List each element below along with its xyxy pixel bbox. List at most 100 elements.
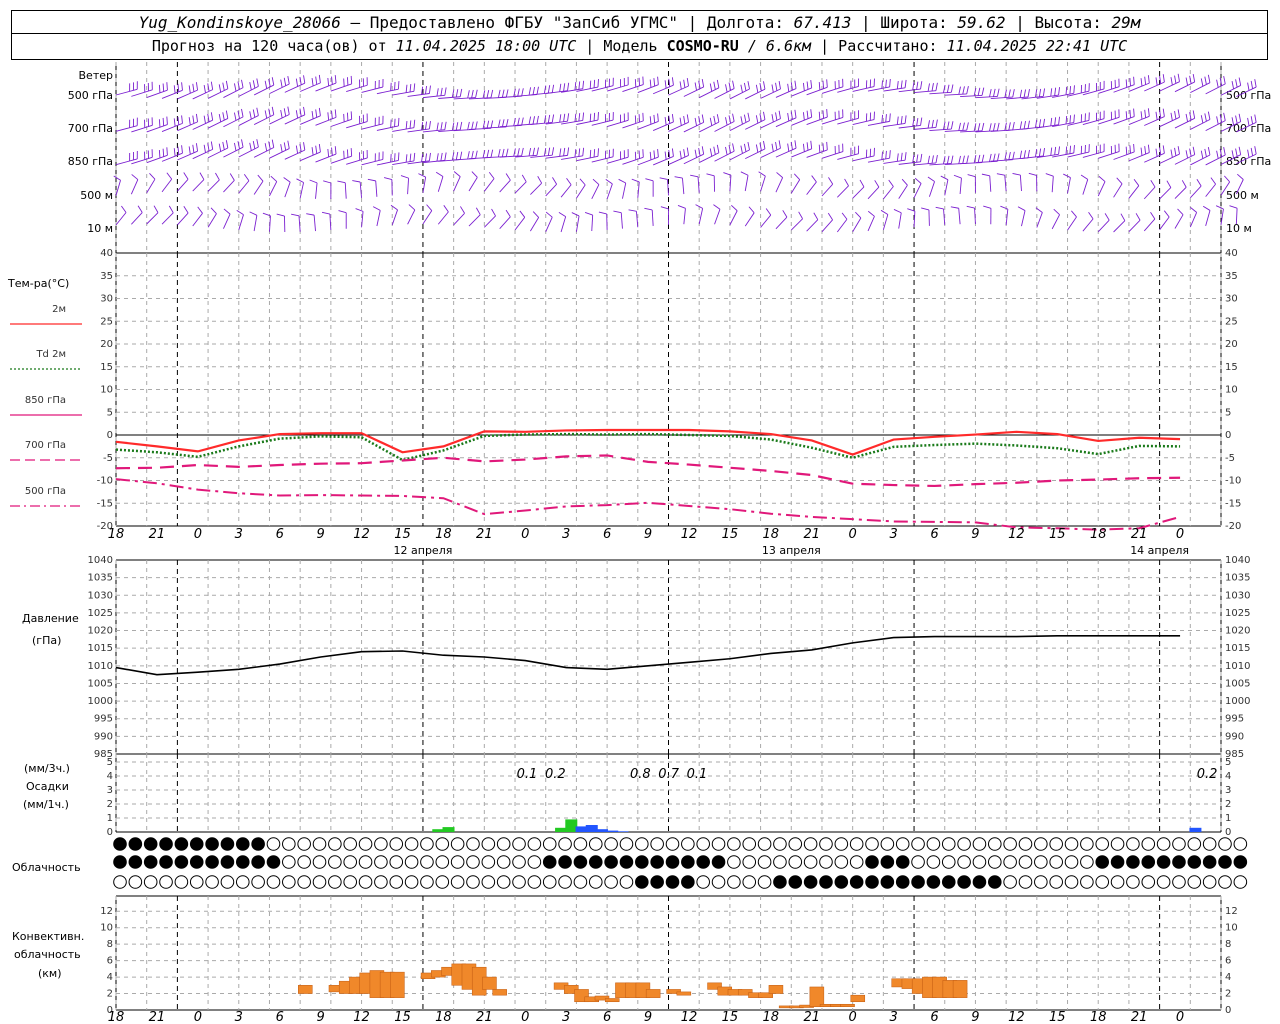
wind-barb xyxy=(1205,75,1226,95)
cloud-cover-icon xyxy=(1233,875,1248,889)
wind-barb xyxy=(837,110,860,125)
wind-barb-feather xyxy=(425,153,428,162)
wind-barb-shaft xyxy=(391,209,398,226)
wind-barb-feather xyxy=(701,78,705,88)
wind-barb-shaft xyxy=(1097,181,1106,197)
wind-barb-shaft xyxy=(238,146,259,158)
cloud-cover-icon xyxy=(542,837,557,851)
wind-barb-feather xyxy=(215,172,220,181)
wind-barb-feather xyxy=(1189,75,1192,84)
wind-barb-feather xyxy=(946,121,950,130)
wind-barb-feather xyxy=(900,152,903,161)
wind-barb xyxy=(745,140,766,160)
wind-barb-feather xyxy=(271,106,275,115)
wind-barb-shaft xyxy=(284,181,291,198)
cloud-cover-icon xyxy=(558,855,572,869)
wind-barb-feather xyxy=(828,177,834,185)
wind-barb xyxy=(821,212,833,233)
cloud-cover-icon xyxy=(604,875,618,889)
cloud-cover-icon xyxy=(573,837,588,851)
wind-barb-feather xyxy=(532,116,535,125)
wind-barb xyxy=(284,75,306,93)
precip-unit-1h: (мм/1ч.) xyxy=(23,798,69,811)
wind-barb-feather xyxy=(505,148,509,157)
wind-barb-feather xyxy=(1008,122,1011,131)
wind-barb-feather xyxy=(996,173,1005,176)
wind-barb-feather xyxy=(759,82,762,92)
wind-barb xyxy=(367,178,378,197)
conv-tick-right: 4 xyxy=(1225,972,1231,983)
cloud-cover-icon xyxy=(696,855,710,869)
wind-level-label-right: 500 гПа xyxy=(1226,89,1271,102)
wind-barb-shaft xyxy=(682,178,685,195)
wind-barb xyxy=(606,112,629,127)
cloud-cover-icon xyxy=(1172,875,1186,889)
wind-barb-shaft xyxy=(1097,219,1110,233)
wind-barb xyxy=(1159,180,1172,200)
wind-level-label: 850 гПа xyxy=(68,155,113,168)
cloud-cover-icon xyxy=(1156,875,1171,889)
wind-barb-feather xyxy=(645,178,654,182)
wind-barb-feather xyxy=(574,113,577,122)
wind-barb xyxy=(729,81,750,100)
wind-barb xyxy=(960,122,985,133)
wind-barb xyxy=(376,81,400,95)
wind-barb-feather xyxy=(444,121,447,130)
temp-tick-right: -5 xyxy=(1225,453,1235,464)
precip-tick-right: 4 xyxy=(1225,771,1231,782)
wind-barb-feather xyxy=(567,82,570,91)
wind-barb-shaft xyxy=(376,210,381,227)
wind-barb-feather xyxy=(137,205,143,213)
wind-barb-feather xyxy=(716,114,720,123)
wind-barb-feather xyxy=(826,141,828,150)
wind-barb-feather xyxy=(794,140,797,149)
wind-barb-shaft xyxy=(269,148,290,159)
wind-barb xyxy=(677,204,686,225)
wind-barb-feather xyxy=(1054,87,1057,96)
wind-barb-feather xyxy=(931,119,934,128)
wind-barb xyxy=(729,141,750,161)
wind-barb-feather xyxy=(935,206,944,210)
wind-barb xyxy=(223,139,244,158)
wind-barb xyxy=(146,82,168,99)
cloud-cover-icon xyxy=(1141,855,1156,869)
cloud-cover-icon xyxy=(757,837,772,851)
wind-barb xyxy=(130,174,139,195)
wind-barb-feather xyxy=(755,84,759,93)
wind-barb-shaft xyxy=(883,122,906,128)
wind-barb-shaft xyxy=(698,87,720,99)
wind-barb xyxy=(836,212,848,233)
wind-barb xyxy=(898,117,923,129)
time-tick-bottom: 21 xyxy=(1131,1010,1148,1024)
wind-barb xyxy=(484,89,509,99)
wind-barb-feather xyxy=(1069,115,1072,124)
precip-title: Осадки xyxy=(26,780,69,793)
cloud-cover-icon xyxy=(450,875,465,889)
wind-barb-shaft xyxy=(622,182,627,199)
precip-amount-label: 0.1 xyxy=(687,767,708,782)
wind-barb-feather xyxy=(668,149,671,159)
wind-barb-feather xyxy=(790,111,793,120)
wind-barb-feather xyxy=(1038,119,1042,128)
wind-barb-feather xyxy=(1088,212,1094,220)
wind-barb-feather xyxy=(547,114,551,123)
wind-barb-shaft xyxy=(284,114,305,125)
wind-barb xyxy=(1000,205,1009,226)
wind-barb-feather xyxy=(425,121,428,130)
wind-barb-shaft xyxy=(974,208,976,225)
wind-barb-feather xyxy=(1181,180,1187,188)
wind-barb xyxy=(1098,143,1120,159)
wind-barb-shaft xyxy=(606,84,629,92)
wind-barb xyxy=(576,79,599,92)
wind-barb xyxy=(760,110,781,129)
wind-barb-feather xyxy=(455,122,459,131)
wind-barb-feather xyxy=(787,143,790,152)
cloud-cover-icon xyxy=(987,875,1002,889)
wind-barb xyxy=(400,175,410,195)
wind-barb-feather xyxy=(334,75,337,84)
cloud-cover-icon xyxy=(588,837,603,851)
wind-barb xyxy=(760,208,772,228)
provider-text: Предоставлено ФГБУ "ЗапСиб УГМС" xyxy=(369,13,679,32)
time-tick-bottom: 3 xyxy=(889,1010,897,1024)
wind-barb-shaft xyxy=(1189,212,1198,228)
